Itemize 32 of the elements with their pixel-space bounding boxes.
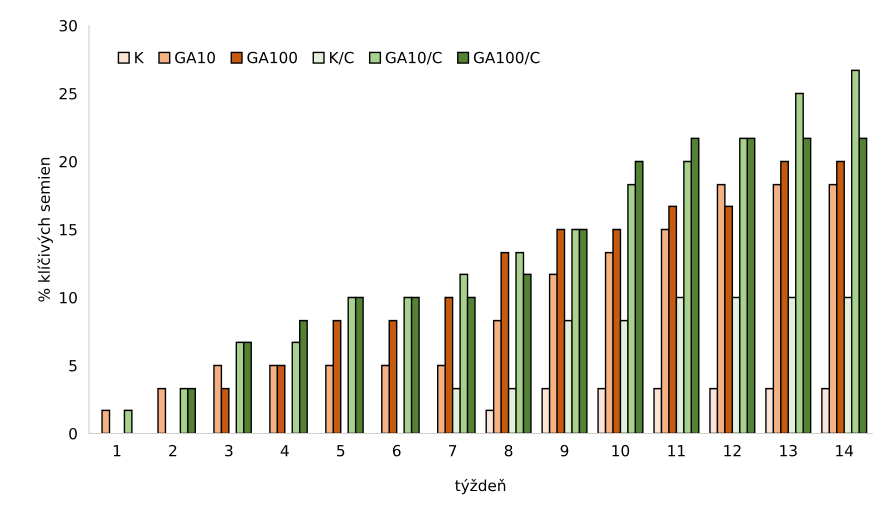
x-tick-label: 7 (449, 445, 456, 456)
y-tick-label: 30 (60, 20, 77, 32)
x-tick-label: 14 (836, 445, 854, 456)
bar (101, 410, 110, 434)
x-tick-label: 10 (612, 444, 630, 456)
y-tick-label: 10 (60, 292, 77, 304)
x-tick-label: 12 (724, 444, 741, 456)
x-tick-label: 6 (392, 444, 401, 456)
x-tick-label: 4 (280, 445, 289, 456)
legend-label: K/C (330, 52, 354, 65)
legend-label: GA100 (247, 52, 297, 64)
bar (124, 410, 133, 434)
legend-label: GA100/C (474, 52, 540, 65)
y-tick-label: 0 (69, 428, 77, 440)
x-tick-label: 5 (337, 445, 344, 456)
legend-label: GA10/C (386, 52, 442, 65)
x-tick-label: 13 (780, 444, 797, 456)
y-tick-label: 15 (60, 224, 77, 236)
legend-label: K (135, 52, 144, 64)
x-tick-label: 9 (560, 444, 568, 456)
x-tick-label: 3 (225, 444, 232, 456)
x-axis-title: týždeň (455, 478, 506, 494)
y-axis-title: % klíčivých semien (37, 158, 53, 302)
x-tick-label: 2 (169, 444, 176, 456)
y-tick-label: 5 (69, 360, 77, 372)
bar (157, 388, 166, 434)
y-tick-label: 25 (60, 88, 77, 100)
legend-label: GA10 (175, 52, 215, 64)
y-tick-label: 20 (60, 156, 77, 168)
x-tick-label: 1 (114, 445, 120, 456)
x-tick-label: 8 (504, 444, 512, 456)
x-tick-label: 11 (668, 445, 685, 456)
